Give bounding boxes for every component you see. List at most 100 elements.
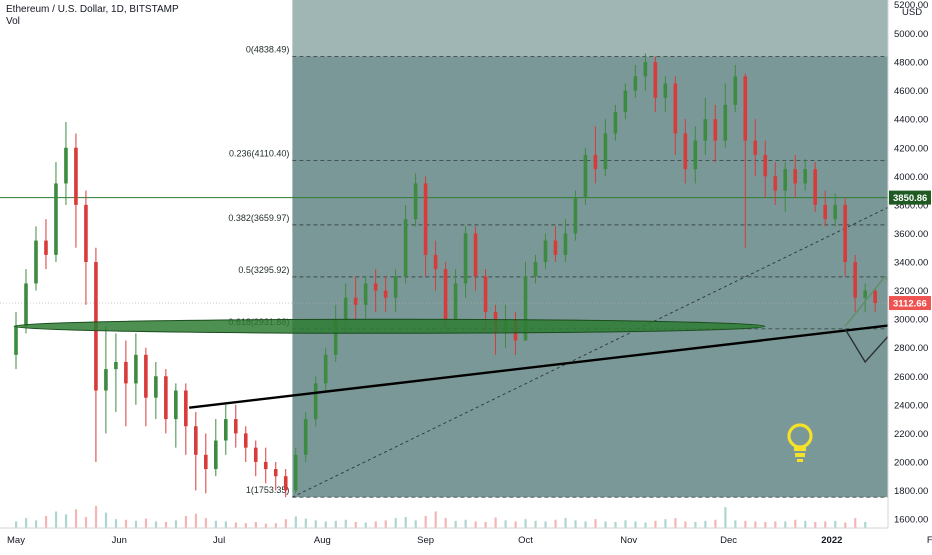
volume-bar — [654, 520, 657, 528]
fib-main-zone — [292, 56, 932, 498]
fib-level-label: 1(1753.35) — [246, 485, 290, 495]
candle-body — [453, 283, 458, 320]
volume-bar — [334, 520, 337, 528]
volume-bar — [794, 519, 797, 528]
candle — [154, 361, 158, 420]
candle-body — [533, 262, 538, 277]
last-price-tag[interactable]: 3112.66 — [889, 296, 931, 311]
time-tick-label: May — [7, 535, 25, 546]
candle-body — [663, 83, 668, 98]
candle — [84, 190, 88, 305]
candle-body — [373, 283, 378, 291]
last-price-text: 3112.66 — [893, 299, 927, 310]
volume-bar — [364, 522, 367, 528]
volume-bar — [684, 521, 687, 528]
volume-bar — [624, 520, 627, 528]
drawings[interactable] — [13, 226, 932, 409]
candle — [623, 83, 628, 120]
volume-bar — [94, 506, 98, 528]
price-tick-label: 3200.00 — [894, 286, 928, 297]
volume-bar — [734, 520, 737, 528]
candle — [243, 426, 248, 462]
volume-bar — [594, 519, 597, 528]
volume-bar — [374, 521, 377, 528]
candle — [144, 347, 148, 427]
candle — [124, 340, 128, 427]
volume-bar — [224, 521, 227, 528]
time-tick-label: Nov — [620, 535, 637, 546]
candle — [293, 447, 298, 494]
candle — [223, 404, 228, 455]
price-tick-label: 4400.00 — [894, 115, 928, 126]
fib-level-label: 0.236(4110.40) — [229, 149, 289, 159]
level-tag-text: 3850.86 — [893, 193, 927, 204]
time-axis-panel — [0, 528, 932, 550]
fibonacci-retracement[interactable]: 0(4838.49) 0.236(4110.40) 0.382(3659.97) 0.… — [228, 0, 932, 498]
candle — [803, 159, 808, 191]
volume-indicator-label[interactable]: Vol — [6, 16, 20, 27]
price-tick-label: 4800.00 — [894, 58, 928, 69]
candle — [583, 147, 588, 205]
bulb-base — [794, 447, 806, 451]
volume-bar — [294, 516, 297, 528]
candle-body — [74, 147, 78, 205]
bulb-base — [795, 453, 805, 457]
candle-body — [803, 169, 808, 184]
candle-body — [24, 283, 28, 327]
volume-bar — [824, 521, 827, 528]
candle — [833, 193, 837, 227]
candle-body — [283, 476, 288, 491]
volume-bar — [694, 521, 697, 528]
last-price-bg — [889, 296, 931, 311]
candle-body — [54, 183, 58, 255]
candle-body — [104, 369, 108, 391]
candle — [253, 440, 258, 477]
volume-bar — [584, 521, 587, 528]
time-tick-label: Jul — [213, 535, 225, 546]
volume-bar — [474, 521, 477, 528]
candle — [473, 226, 478, 291]
volume-bar — [774, 521, 777, 528]
candle-body — [833, 204, 837, 220]
price-axis[interactable]: 1600.00 1800.00 2000.00 2200.00 2400.00 2600.… — [887, 0, 932, 550]
volume-bars — [15, 506, 867, 528]
volume-bar — [864, 521, 867, 528]
candle — [233, 404, 238, 448]
price-tick-label: 4200.00 — [894, 143, 928, 154]
fib-level-label: 0.382(3659.97) — [228, 213, 289, 223]
fib-upper-zone — [292, 0, 932, 57]
price-tick-label: 5000.00 — [894, 29, 928, 40]
candle — [353, 276, 358, 320]
volume-bar — [44, 515, 48, 528]
candle — [194, 411, 198, 491]
horizontal-level-tag[interactable]: 3850.86 — [889, 190, 931, 205]
symbol-title[interactable]: Ethereum / U.S. Dollar, 1D, BITSTAMP — [6, 4, 179, 15]
currency-label: USD — [902, 7, 922, 18]
volume-bar — [604, 521, 607, 528]
time-axis[interactable]: MayJunJulAugSepOctNovDec2022FebMarApr — [0, 527, 932, 550]
volume-bar — [134, 520, 138, 528]
candle — [723, 83, 728, 148]
candle — [573, 190, 578, 241]
volume-bar — [324, 521, 327, 528]
candle-body — [343, 297, 348, 320]
candle — [164, 369, 168, 434]
candle-body — [613, 112, 618, 134]
candle — [363, 276, 368, 320]
volume-bar — [84, 517, 88, 528]
candle-body — [184, 390, 188, 427]
candle — [74, 133, 78, 248]
candle — [463, 226, 468, 298]
candle-body — [423, 183, 428, 255]
volume-bar — [314, 520, 317, 528]
candle-body — [44, 240, 48, 255]
candle-body — [144, 354, 148, 398]
candle-body — [393, 276, 398, 298]
volume-bar — [74, 509, 78, 528]
candle-body — [114, 361, 118, 370]
candle — [613, 104, 618, 141]
support-trend-line[interactable] — [189, 298, 932, 409]
volume-bar — [544, 521, 547, 528]
support-zone-ellipse[interactable] — [13, 318, 766, 334]
